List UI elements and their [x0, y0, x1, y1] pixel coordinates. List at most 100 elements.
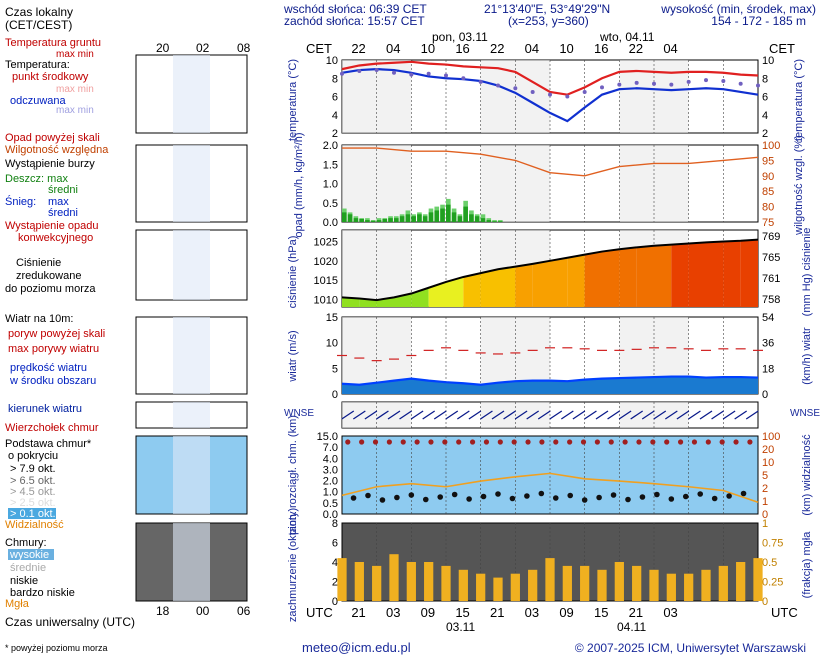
legend-temp-mid: punkt środkowy [12, 71, 89, 83]
cloud-top-dot [428, 439, 434, 445]
dew-point-dot [357, 68, 362, 73]
fog-bar [354, 562, 364, 601]
rain-avg-bar [399, 216, 405, 222]
dew-point-dot [478, 79, 483, 84]
legend-utc-label: Czas uniwersalny (UTC) [5, 615, 135, 629]
wind-dir-arrow [376, 410, 389, 420]
mini-shade [173, 230, 210, 300]
cloud-top-dot [691, 439, 698, 445]
dew-point-dot [374, 68, 379, 73]
rain-avg-bar [394, 218, 399, 222]
axis-cloudbase-left: pion. rozciągł. chm. (km) [287, 415, 299, 535]
legend-snow-avg: średni [48, 207, 78, 219]
footer-date-1: 03.11 [446, 620, 475, 634]
cloud-top-dot [677, 439, 684, 445]
temp-mid-line [341, 60, 759, 96]
legend-max-min-3: max min [56, 105, 94, 116]
pressure-area [602, 249, 620, 307]
temp-tick-right: 10 [762, 55, 774, 67]
wind-dir-arrow [572, 410, 586, 420]
cloud-top-dot [525, 439, 531, 445]
rain-avg-bar [469, 214, 474, 222]
wind-dir-arrow [480, 410, 493, 420]
cloud-base-dot [596, 494, 602, 501]
wind-dir-arrow [653, 410, 667, 420]
wind-dir-arrow [503, 410, 516, 420]
rain-avg-bar [480, 218, 486, 222]
fog-bar [666, 573, 676, 601]
visibility-tick: 10 [762, 457, 774, 469]
wind-dir-arrow [584, 410, 597, 420]
cloud-top-dot [705, 439, 711, 445]
legend-gust-above: poryw powyżej skali [8, 328, 105, 340]
temp-tick-left: 4 [332, 110, 338, 122]
axis-temp-left: temperatura (°C) [287, 59, 299, 141]
fog-bar [458, 569, 468, 601]
cover-tick: 8 [332, 518, 338, 530]
cet-label-right: CET [769, 41, 795, 56]
utc-tick-label: 21 [629, 605, 643, 620]
legend-vlow: bardzo niskie [10, 587, 75, 599]
axis-labels: temperatura (°C) temperatura (°C) opad (… [284, 59, 820, 622]
pressure-area [688, 242, 706, 307]
wind-dir-arrow [399, 410, 412, 420]
dew-point-dot [392, 70, 396, 75]
cet-tick-label: 16 [455, 41, 469, 56]
rain-avg-bar [353, 218, 359, 222]
legend-max-min-2: max min [56, 84, 94, 95]
rain-max-bar [498, 220, 503, 222]
axis-cover-left: zachmurzenie (oktanty) [287, 508, 299, 622]
utc-ticks: 21 03 09 15 21 03 09 15 21 03 [351, 605, 677, 620]
legend-low: niskie [10, 575, 38, 587]
wind-dir-arrow [422, 410, 436, 420]
wind-kmh-tick: 36 [762, 338, 774, 350]
cloud-top-dot [747, 439, 753, 445]
utc-tick-label: 03 [525, 605, 539, 620]
legend-dew: Temp. punktu rosy [6, 115, 96, 127]
dew-point-dot [634, 80, 639, 85]
cloudbase-tick: 3.0 [323, 464, 338, 476]
mini-shade [173, 145, 210, 222]
wind-tick: 0 [332, 389, 338, 401]
cloudbase-tick: 2.0 [323, 476, 338, 488]
pres-mmhg-tick: 769 [762, 231, 780, 243]
cloud-base-dot [422, 496, 429, 503]
mini-shade [173, 55, 210, 133]
fog-bar [337, 558, 347, 601]
cet-tick-label: 22 [351, 41, 365, 56]
dew-point-dot [444, 73, 448, 78]
fog-bar [632, 565, 642, 601]
cloud-top-dot [580, 439, 587, 445]
cloud-base-dot [509, 495, 516, 502]
dew-point-dot [409, 72, 414, 77]
pressure-area [463, 273, 481, 307]
elevation-title: wysokość (min, środek, max) [660, 2, 816, 16]
cet-tick-label: 22 [490, 41, 504, 56]
wind-dir-arrow [491, 410, 505, 420]
cet-label-left: CET [306, 41, 332, 56]
pressure-area [723, 240, 741, 307]
visibility-tick: 0 [762, 509, 768, 521]
wind-dir-arrow [526, 410, 540, 420]
dew-point-dot [530, 89, 535, 94]
temp-tick-left: 8 [332, 73, 338, 85]
pres-tick: 1025 [314, 237, 338, 249]
cloud-top-dot [719, 439, 725, 445]
dew-point-dot [721, 78, 726, 83]
rain-avg-bar [492, 221, 497, 222]
dew-point-dot [756, 83, 760, 88]
axis-cover-right: (frakcja) mgła [801, 531, 813, 599]
fog-bar [493, 577, 503, 601]
cloud-base-dot [711, 495, 718, 502]
date-label-1: pon, 03.11 [432, 30, 488, 44]
legend-snow-max: max [48, 196, 69, 208]
utc-tick-label: 21 [490, 605, 504, 620]
dew-point-dot [669, 82, 674, 87]
cet-tick-label: 16 [594, 41, 608, 56]
legend-clouds: Chmury: [5, 537, 47, 549]
footer-email[interactable]: meteo@icm.edu.pl [302, 640, 411, 655]
legend-pressure-1: Ciśnienie [16, 257, 61, 269]
cloud-base-dot [466, 496, 472, 502]
fog-tick: 1 [762, 518, 768, 530]
